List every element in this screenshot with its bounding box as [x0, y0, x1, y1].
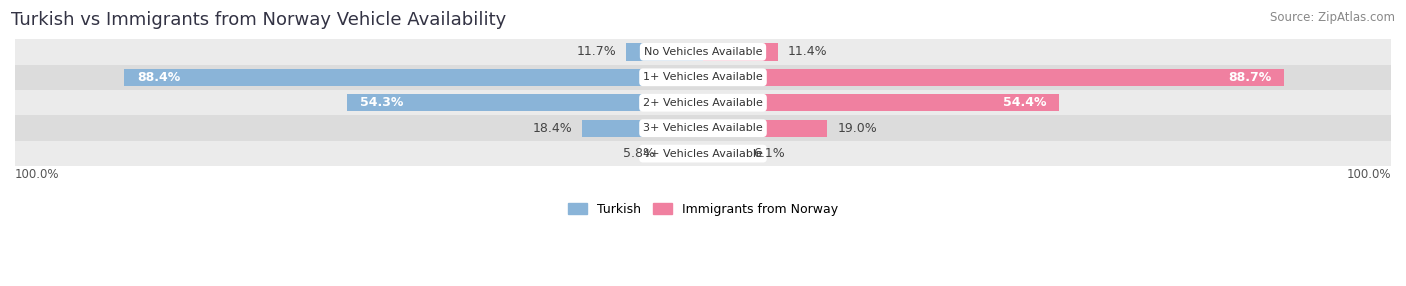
Text: Source: ZipAtlas.com: Source: ZipAtlas.com: [1270, 11, 1395, 24]
Text: No Vehicles Available: No Vehicles Available: [644, 47, 762, 57]
Text: 100.0%: 100.0%: [1347, 168, 1391, 180]
Bar: [0, 90, 1406, 116]
Bar: [703, 94, 1060, 111]
Bar: [0, 116, 1406, 141]
Text: 54.3%: 54.3%: [360, 96, 404, 109]
Text: 5.8%: 5.8%: [623, 147, 655, 160]
Text: 88.4%: 88.4%: [136, 71, 180, 84]
Text: Turkish vs Immigrants from Norway Vehicle Availability: Turkish vs Immigrants from Norway Vehicl…: [11, 11, 506, 29]
Text: 88.7%: 88.7%: [1227, 71, 1271, 84]
Text: 6.1%: 6.1%: [752, 147, 785, 160]
Bar: [0, 141, 1406, 166]
Bar: [703, 145, 742, 162]
Bar: [124, 69, 703, 86]
Text: 18.4%: 18.4%: [533, 122, 572, 135]
Bar: [703, 120, 828, 137]
Text: 3+ Vehicles Available: 3+ Vehicles Available: [643, 123, 763, 133]
Bar: [703, 69, 1284, 86]
Text: 11.4%: 11.4%: [787, 45, 827, 58]
Text: 100.0%: 100.0%: [15, 168, 59, 180]
Bar: [626, 43, 703, 61]
Text: 19.0%: 19.0%: [838, 122, 877, 135]
Text: 11.7%: 11.7%: [576, 45, 616, 58]
Bar: [0, 39, 1406, 65]
Bar: [703, 43, 778, 61]
Bar: [665, 145, 703, 162]
Text: 2+ Vehicles Available: 2+ Vehicles Available: [643, 98, 763, 108]
Bar: [582, 120, 703, 137]
Text: 4+ Vehicles Available: 4+ Vehicles Available: [643, 149, 763, 159]
Text: 54.4%: 54.4%: [1002, 96, 1046, 109]
Text: 1+ Vehicles Available: 1+ Vehicles Available: [643, 72, 763, 82]
Legend: Turkish, Immigrants from Norway: Turkish, Immigrants from Norway: [568, 203, 838, 216]
Bar: [0, 65, 1406, 90]
Bar: [347, 94, 703, 111]
